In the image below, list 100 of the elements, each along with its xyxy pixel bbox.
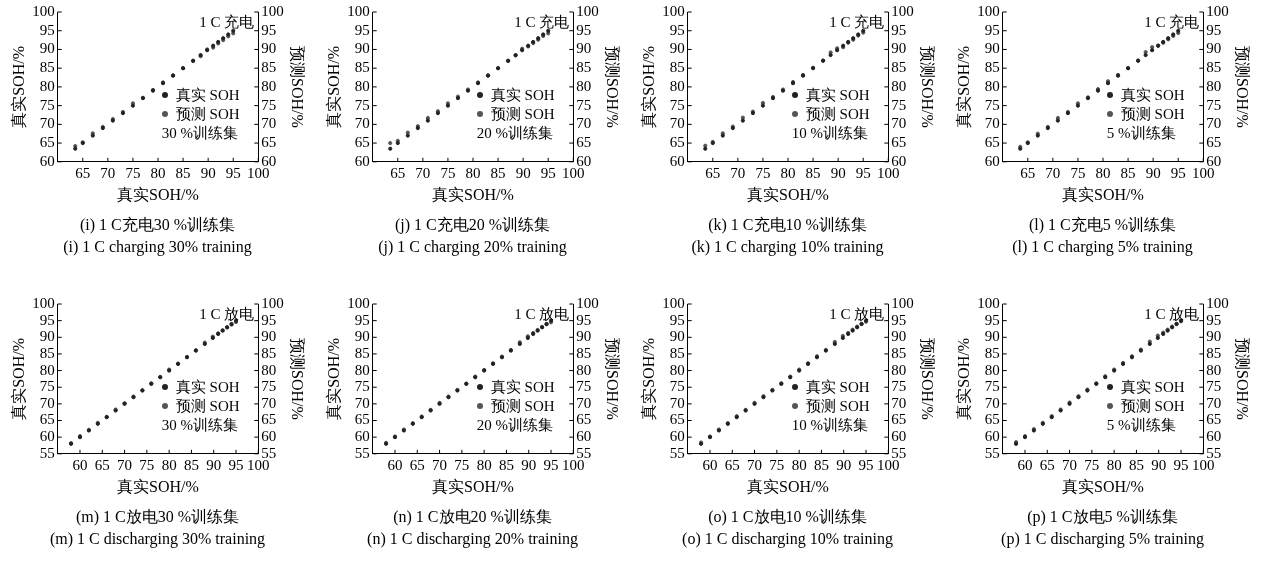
annotation: 30 %训练集 — [161, 123, 240, 143]
y-tick-label: 55 — [984, 444, 1000, 461]
y-tick-label: 95 — [669, 311, 685, 328]
y2-tick-label: 70 — [890, 115, 906, 132]
x-tick-label: 90 — [205, 456, 221, 473]
text: (n) 1 C放电20 %训练集 — [393, 507, 552, 528]
y2-tick-label: 100 — [890, 294, 914, 311]
y2-tick-label: 55 — [575, 444, 591, 461]
x-tick-label: 80 — [1106, 456, 1122, 473]
y-tick-label: 60 — [984, 428, 1000, 445]
y2-tick-label: 60 — [575, 428, 591, 445]
x-tick-label: 65 — [1039, 456, 1055, 473]
annotation: 20 %训练集 — [476, 123, 555, 143]
y2-axis-title: 预测SOH/% — [288, 46, 306, 128]
legend-label: 真实 SOH — [805, 377, 870, 397]
y2-tick-label: 95 — [260, 311, 276, 328]
y2-tick-label: 75 — [575, 378, 591, 395]
legend-label: 预测 SOH — [490, 396, 555, 416]
y-tick-label: 65 — [669, 411, 685, 428]
y2-tick-label: 100 — [260, 294, 284, 311]
y-tick-label: 60 — [669, 428, 685, 445]
annotation: 1 C 充电 — [513, 14, 569, 31]
y2-tick-label: 95 — [575, 21, 591, 38]
y-tick-label: 65 — [39, 411, 55, 428]
y-tick-label: 75 — [984, 96, 1000, 113]
text: (o) 1 C放电10 %训练集 — [708, 507, 867, 528]
y2-tick-label: 85 — [1205, 344, 1221, 361]
y-tick-label: 95 — [39, 21, 55, 38]
y-tick-label: 60 — [354, 152, 370, 169]
legend-label: 真实 SOH — [490, 377, 555, 397]
annotation: 1 C 放电 — [513, 306, 569, 323]
y2-tick-label: 65 — [1205, 411, 1221, 428]
annotation: 10 %训练集 — [791, 415, 870, 435]
text: (j) 1 C充电20 %训练集 — [394, 215, 551, 236]
x-tick-label: 85 — [813, 456, 829, 473]
x-tick-label: 70 — [746, 456, 762, 473]
y-tick-label: 100 — [346, 294, 370, 311]
y-tick-label: 75 — [39, 96, 55, 113]
y2-tick-label: 80 — [575, 77, 591, 94]
x-tick-label: 65 — [704, 164, 720, 181]
legend-label: 预测 SOH — [805, 396, 870, 416]
x-tick-label: 60 — [701, 456, 717, 473]
x-tick-label: 90 — [520, 456, 536, 473]
x-tick-label: 85 — [1120, 164, 1136, 181]
y-tick-label: 100 — [661, 2, 685, 19]
y2-tick-label: 75 — [1205, 96, 1221, 113]
y-tick-label: 95 — [354, 311, 370, 328]
y-tick-label: 75 — [354, 96, 370, 113]
y-tick-label: 100 — [661, 294, 685, 311]
y-axis-title: 真实SOH/% — [324, 338, 342, 420]
x-tick-label: 70 — [414, 164, 430, 181]
y-axis-title: 真实SOH/% — [954, 338, 972, 420]
y2-axis-title: 预测SOH/% — [603, 338, 621, 420]
y2-tick-label: 70 — [1205, 394, 1221, 411]
text: (l) 1 C charging 5% training — [1012, 238, 1193, 256]
x-tick-label: 75 — [1069, 164, 1085, 181]
y2-tick-label: 80 — [890, 361, 906, 378]
y2-tick-label: 70 — [1205, 115, 1221, 132]
x-tick-label: 75 — [453, 456, 469, 473]
y-tick-label: 80 — [984, 361, 1000, 378]
y-tick-label: 80 — [354, 361, 370, 378]
text: (j) 1 C charging 20% training — [378, 238, 567, 256]
x-tick-label: 95 — [855, 164, 871, 181]
x-axis-title: 真实SOH/% — [116, 477, 199, 495]
annotation: 5 %训练集 — [1106, 415, 1177, 435]
y-tick-label: 70 — [354, 115, 370, 132]
x-tick-label: 85 — [175, 164, 191, 181]
text: (n) 1 C discharging 20% training — [367, 530, 578, 548]
x-axis-title: 真实SOH/% — [1061, 185, 1144, 203]
y-tick-label: 75 — [984, 378, 1000, 395]
y-axis-title: 真实SOH/% — [9, 338, 27, 420]
y2-tick-label: 100 — [575, 2, 599, 19]
x-tick-label: 80 — [1095, 164, 1110, 181]
legend-label: 预测 SOH — [175, 104, 240, 124]
y2-tick-label: 90 — [890, 40, 906, 57]
y-tick-label: 65 — [354, 411, 370, 428]
y-tick-label: 95 — [984, 21, 1000, 38]
text: (i) 1 C charging 30% training — [63, 238, 252, 256]
y2-tick-label: 100 — [890, 2, 914, 19]
x-tick-label: 80 — [465, 164, 480, 181]
y2-tick-label: 90 — [1205, 40, 1221, 57]
annotation: 10 %训练集 — [791, 123, 870, 143]
y2-tick-label: 85 — [890, 59, 906, 76]
x-tick-label: 95 — [225, 164, 241, 181]
y-tick-label: 75 — [39, 378, 55, 395]
y2-tick-label: 100 — [1205, 294, 1229, 311]
x-axis-title: 真实SOH/% — [431, 477, 514, 495]
y2-axis-title: 预测SOH/% — [1233, 338, 1251, 420]
x-tick-label: 80 — [780, 164, 795, 181]
x-tick-label: 65 — [94, 456, 110, 473]
x-tick-label: 80 — [791, 456, 807, 473]
y2-tick-label: 85 — [575, 344, 591, 361]
y2-tick-label: 65 — [575, 411, 591, 428]
y-tick-label: 60 — [669, 152, 685, 169]
y2-tick-label: 75 — [260, 378, 276, 395]
y-tick-label: 90 — [669, 328, 685, 345]
y-tick-label: 65 — [39, 134, 55, 151]
annotation: 5 %训练集 — [1106, 123, 1177, 143]
y2-tick-label: 95 — [890, 21, 906, 38]
x-tick-label: 80 — [476, 456, 492, 473]
